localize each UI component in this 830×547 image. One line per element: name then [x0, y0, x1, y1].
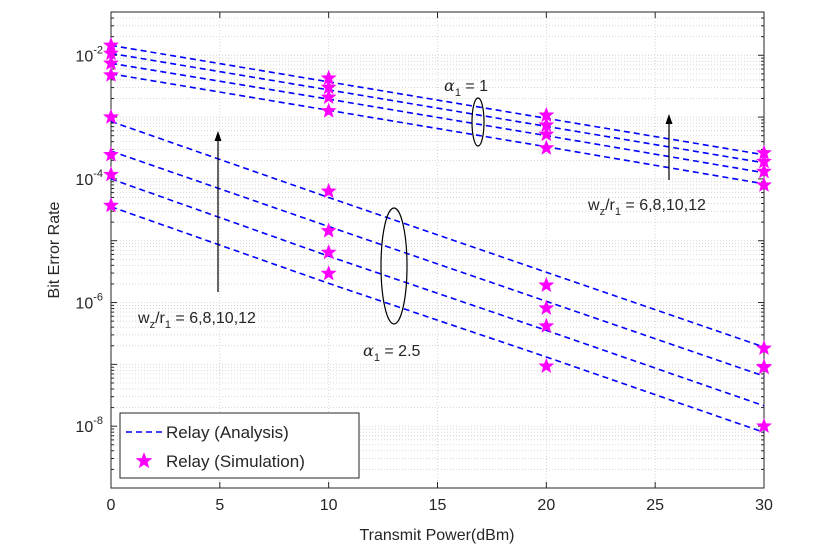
- up-arrow-left: [214, 131, 222, 292]
- analysis-line-group1-w10: [110, 52, 765, 164]
- simulation-marker: [320, 79, 337, 95]
- analysis-line-group2-w12: [110, 120, 765, 348]
- x-tick-label: 20: [537, 497, 555, 514]
- simulation-marker: [538, 139, 555, 155]
- simulation-marker: [756, 359, 772, 375]
- simulation-marker: [538, 299, 555, 315]
- analysis-line-group2-w6: [110, 205, 765, 434]
- x-tick-label: 10: [320, 497, 338, 514]
- x-tick-label: 25: [646, 497, 664, 514]
- series-lines: [110, 44, 765, 434]
- x-tick-label: 0: [107, 497, 116, 514]
- x-tick-label: 30: [755, 497, 773, 514]
- simulation-marker: [320, 182, 337, 199]
- simulation-marker: [320, 88, 337, 105]
- simulation-markers: [103, 37, 772, 433]
- alpha-top-label: α1 = 1: [444, 76, 488, 99]
- legend: Relay (Analysis) Relay (Simulation): [119, 412, 360, 479]
- y-tick-label: 10-6: [75, 292, 103, 313]
- simulation-marker: [538, 317, 555, 333]
- simulation-marker: [320, 102, 337, 118]
- simulation-marker: [756, 153, 772, 169]
- alpha-top-ellipse: [471, 97, 485, 147]
- simulation-marker: [103, 197, 119, 213]
- analysis-line-group2-w10: [110, 150, 765, 377]
- x-tick-label: 15: [429, 497, 447, 514]
- simulation-marker: [756, 417, 772, 433]
- simulation-marker: [538, 116, 555, 132]
- simulation-marker: [756, 176, 772, 192]
- simulation-marker: [320, 69, 337, 85]
- analysis-line-group1-w8: [110, 62, 765, 174]
- simulation-marker: [103, 54, 119, 71]
- analysis-line-group1-w12: [110, 44, 765, 156]
- x-axis-label: Transmit Power(dBm): [360, 527, 515, 544]
- simulation-marker: [103, 108, 119, 124]
- simulation-marker: [320, 244, 337, 260]
- w-ratio-right-label: wz/r1 = 6,8,10,12: [587, 197, 706, 218]
- y-tick-label: 10-4: [75, 168, 103, 189]
- up-arrow-right: [665, 114, 673, 180]
- simulation-marker: [538, 106, 555, 122]
- simulation-marker: [103, 45, 119, 61]
- simulation-marker: [756, 339, 772, 356]
- simulation-marker: [538, 126, 555, 142]
- simulation-marker: [320, 222, 337, 238]
- legend-simulation-label: Relay (Simulation): [166, 452, 305, 471]
- y-tick-label: 10-2: [75, 44, 103, 65]
- simulation-marker: [538, 357, 555, 373]
- legend-simulation-swatch: [135, 452, 153, 469]
- w-ratio-left-label: wz/r1 = 6,8,10,12: [137, 310, 256, 331]
- alpha-bottom-label: α1 = 2.5: [363, 341, 421, 364]
- simulation-marker: [320, 265, 337, 281]
- grid: [110, 11, 765, 489]
- y-tick-label: 10-8: [75, 415, 103, 436]
- alpha-bottom-ellipse: [380, 207, 408, 325]
- analysis-line-group2-w8: [110, 178, 765, 407]
- simulation-marker: [756, 144, 772, 160]
- legend-box: [119, 412, 360, 479]
- legend-analysis-label: Relay (Analysis): [166, 423, 289, 442]
- simulation-marker: [103, 146, 119, 162]
- legend-star-marker: [135, 452, 153, 469]
- y-axis-label: Bit Error Rate: [46, 201, 63, 298]
- analysis-line-group1-w6: [110, 73, 765, 185]
- simulation-marker: [103, 166, 119, 182]
- simulation-marker: [103, 66, 119, 82]
- simulation-marker: [538, 276, 555, 292]
- simulation-marker: [103, 37, 119, 53]
- x-tick-label: 5: [215, 497, 224, 514]
- simulation-marker: [756, 163, 772, 179]
